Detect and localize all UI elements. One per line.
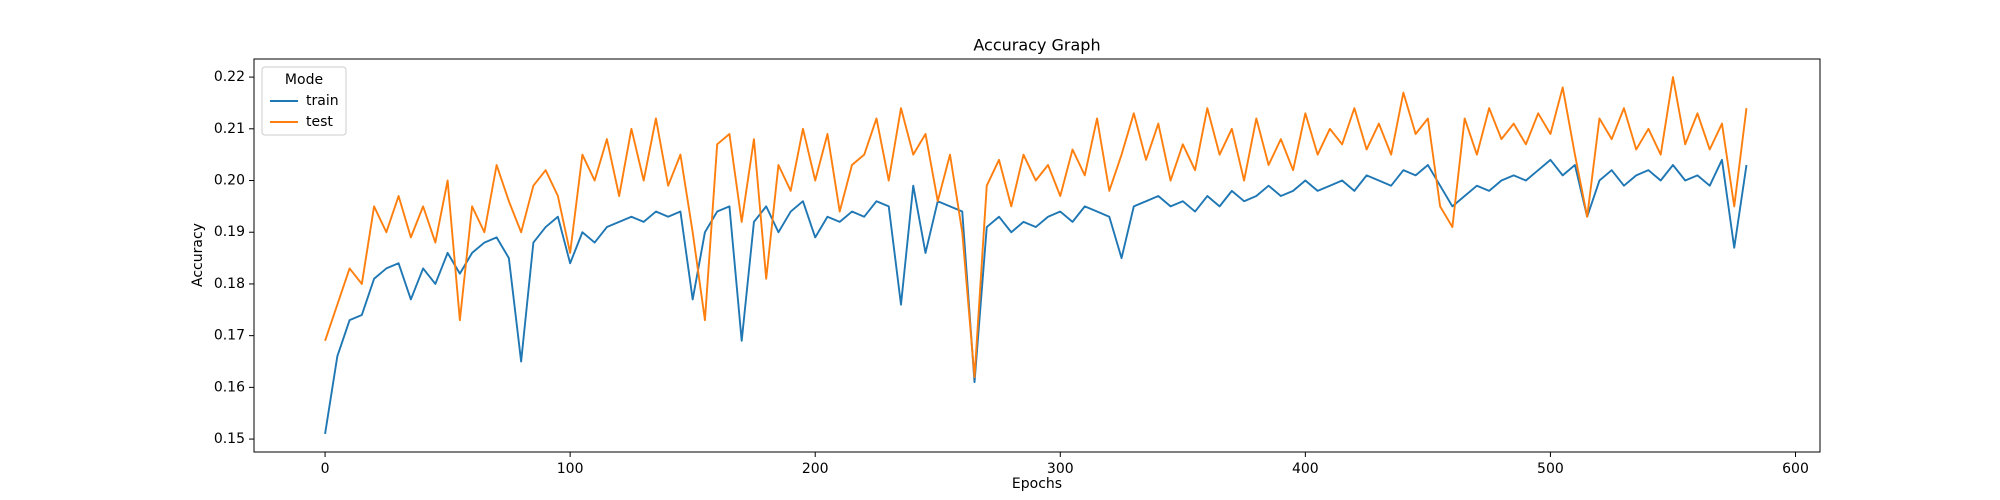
y-tick-label: 0.20 (214, 173, 245, 189)
x-tick-label: 0 (321, 461, 330, 477)
y-tick-label: 0.17 (214, 328, 245, 344)
y-tick-label: 0.19 (214, 224, 245, 240)
chart-title: Accuracy Graph (973, 36, 1100, 55)
plot-frame (253, 58, 1821, 453)
series-line (324, 76, 1748, 378)
y-tick-label: 0.15 (214, 431, 245, 447)
x-tick-label: 100 (557, 461, 584, 477)
legend-title: Mode (285, 72, 323, 88)
legend-box (261, 66, 347, 136)
x-tick-label: 500 (1537, 461, 1564, 477)
x-tick-label: 300 (1047, 461, 1074, 477)
legend-label: test (306, 114, 333, 130)
x-tick-label: 200 (802, 461, 829, 477)
legend-label: train (306, 93, 339, 109)
y-tick-label: 0.16 (214, 379, 245, 395)
y-tick-label: 0.18 (214, 276, 245, 292)
y-tick-label: 0.22 (214, 69, 245, 85)
x-tick-label: 600 (1782, 461, 1809, 477)
x-tick-label: 400 (1292, 461, 1319, 477)
series-line (324, 158, 1748, 435)
x-axis-label: Epochs (1012, 476, 1062, 492)
y-tick-label: 0.21 (214, 121, 245, 137)
y-axis-label: Accuracy (190, 223, 206, 287)
